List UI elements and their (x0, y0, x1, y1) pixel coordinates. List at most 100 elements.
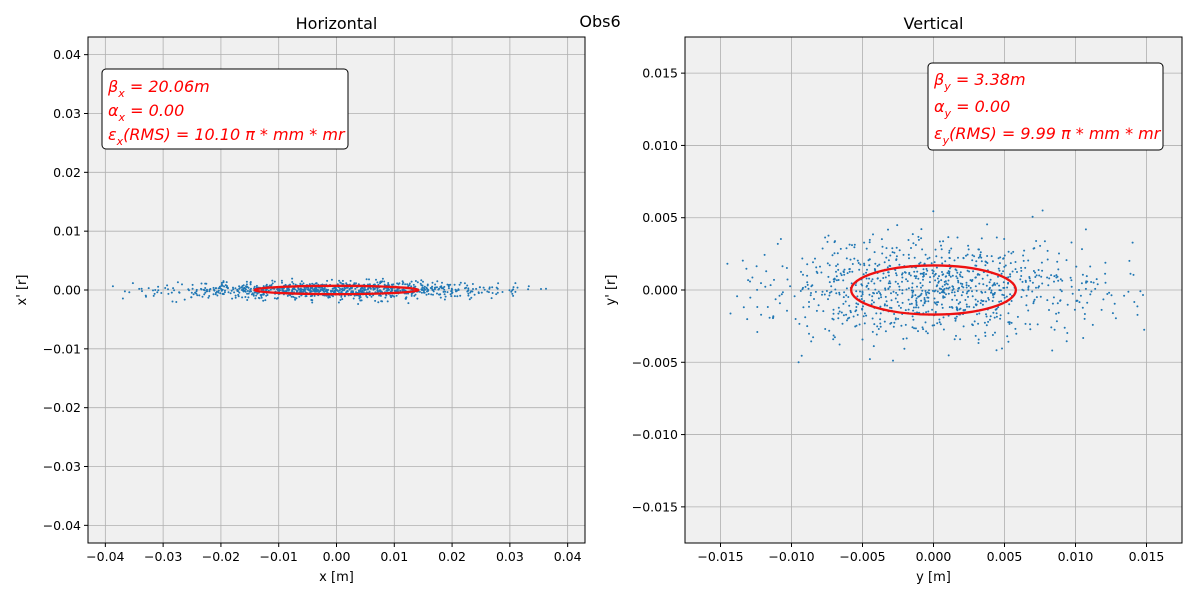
particle-point (987, 297, 990, 299)
particle-point (982, 283, 985, 286)
particle-point (157, 289, 160, 292)
particle-point (256, 292, 259, 295)
particle-point (938, 275, 940, 278)
particle-point (396, 282, 399, 285)
particle-point (1029, 328, 1032, 331)
x-tick-label: 0.01 (380, 549, 408, 564)
particle-point (944, 275, 947, 278)
horizontal-rms-ellipse (253, 284, 420, 296)
particle-point (1046, 249, 1049, 252)
particle-point (217, 289, 220, 292)
particle-point (863, 262, 866, 265)
particle-point (242, 287, 245, 290)
particle-point (898, 304, 900, 307)
particle-point (955, 299, 958, 301)
particle-point (831, 254, 834, 257)
particle-point (422, 280, 424, 283)
particle-point (907, 287, 910, 290)
particle-point (879, 305, 882, 308)
particle-point (859, 290, 861, 293)
horizontal-x-ticks: −0.04 −0.03 −0.02 −0.01 0.00 0.01 0.02 0.03 0.04 (86, 543, 582, 564)
particle-point (176, 281, 179, 284)
particle-point (891, 251, 894, 254)
particle-point (876, 277, 879, 280)
particle-point (786, 278, 789, 281)
particle-point (969, 286, 972, 289)
particle-point (895, 291, 898, 294)
particle-point (225, 281, 228, 284)
particle-point (1033, 298, 1036, 301)
particle-point (877, 297, 880, 300)
particle-point (845, 294, 848, 297)
particle-point (512, 286, 515, 289)
vertical-rms-ellipse (849, 264, 1018, 316)
particle-point (223, 291, 226, 294)
particle-point (860, 283, 863, 286)
particle-point (807, 287, 810, 290)
particle-point (1090, 281, 1093, 283)
particle-point (865, 271, 868, 274)
particle-point (221, 284, 224, 287)
particle-point (873, 282, 876, 285)
particle-point (778, 302, 781, 305)
particle-point (968, 270, 971, 273)
particle-point (1053, 275, 1056, 278)
particle-point (848, 316, 851, 319)
particle-point (979, 253, 982, 256)
particle-point (868, 241, 871, 244)
particle-point (426, 289, 429, 292)
particle-point (910, 289, 913, 292)
particle-point (990, 289, 993, 292)
particle-point (286, 288, 289, 291)
particle-point (843, 291, 846, 294)
particle-point (990, 255, 993, 258)
particle-point (289, 283, 291, 286)
particle-point (983, 321, 986, 324)
particle-point (911, 326, 914, 329)
particle-point (440, 286, 443, 289)
particle-point (934, 272, 937, 275)
particle-point (800, 270, 802, 273)
particle-point (1007, 250, 1010, 253)
particle-point (993, 293, 996, 296)
particle-point (832, 312, 835, 315)
particle-point (884, 330, 887, 333)
particle-point (835, 292, 838, 295)
particle-point (172, 287, 175, 290)
particle-point (1014, 327, 1017, 330)
particle-point (1039, 244, 1042, 247)
particle-point (860, 298, 863, 300)
particle-point (331, 287, 334, 290)
particle-point (897, 282, 899, 285)
particle-point (1096, 283, 1099, 286)
particle-point (1081, 248, 1083, 251)
particle-point (152, 294, 155, 297)
particle-point (886, 304, 889, 307)
particle-point (935, 266, 938, 269)
particle-point (789, 285, 792, 288)
particle-point (957, 302, 960, 305)
particle-point (423, 287, 426, 290)
particle-point (987, 298, 990, 301)
particle-point (271, 282, 274, 285)
particle-point (971, 290, 973, 293)
particle-point (785, 267, 788, 269)
particle-point (929, 276, 932, 279)
particle-point (322, 289, 325, 292)
particle-point (901, 292, 904, 295)
particle-point (439, 293, 442, 296)
particle-point (974, 276, 977, 279)
particle-point (887, 274, 890, 277)
particle-point (835, 270, 837, 273)
particle-point (399, 289, 402, 292)
particle-point (954, 317, 957, 320)
particle-point (1027, 288, 1030, 291)
particle-point (1059, 278, 1062, 281)
particle-point (297, 288, 300, 291)
particle-point (976, 313, 978, 316)
particle-point (772, 315, 775, 318)
vertical-annotation-box (927, 62, 1164, 151)
particle-point (967, 244, 970, 247)
particle-point (269, 288, 272, 291)
particle-point (925, 330, 928, 333)
